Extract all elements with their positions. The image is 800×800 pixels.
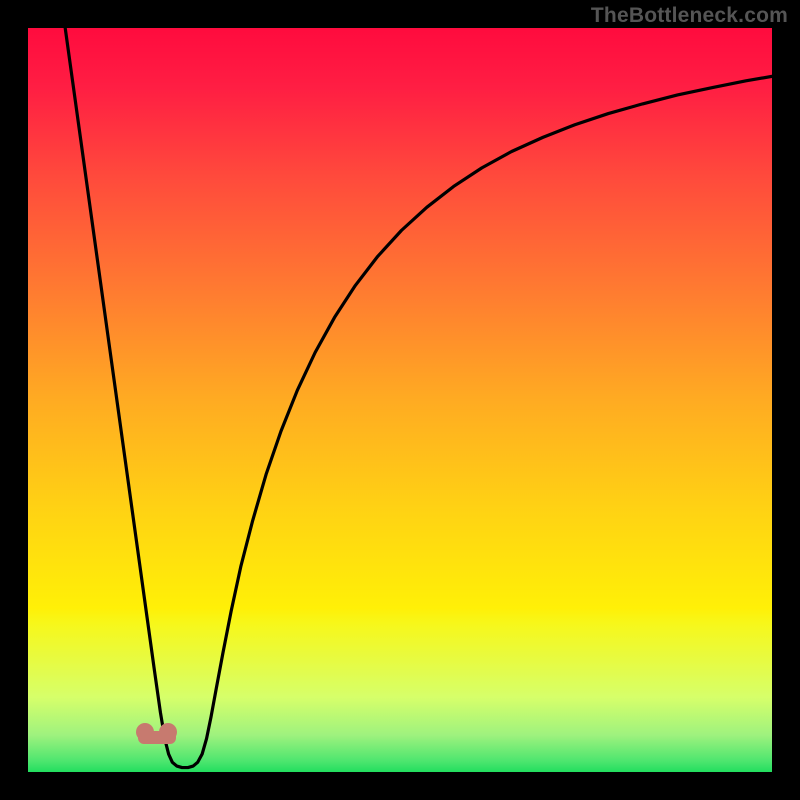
gradient-background: [28, 28, 772, 772]
chart-container: TheBottleneck.com: [0, 0, 800, 800]
plot-frame: [28, 28, 772, 772]
plot-svg: [28, 28, 772, 772]
watermark-text: TheBottleneck.com: [591, 4, 788, 28]
plot-area: [28, 28, 772, 772]
